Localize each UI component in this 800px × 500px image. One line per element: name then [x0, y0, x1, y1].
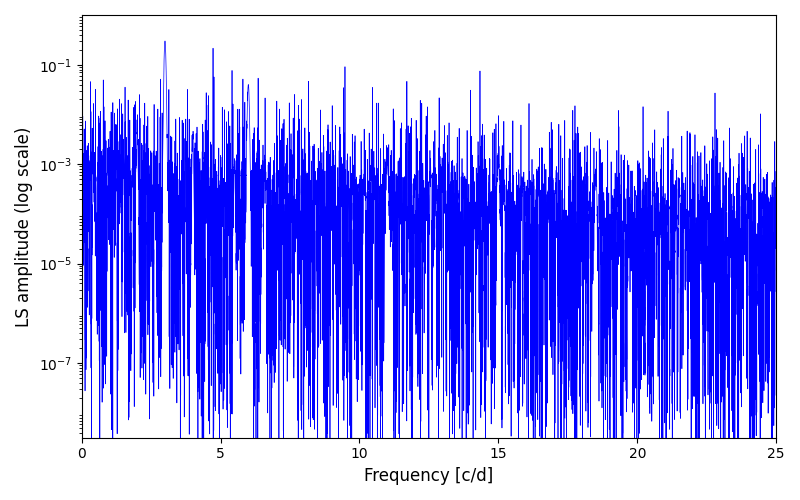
X-axis label: Frequency [c/d]: Frequency [c/d]: [364, 467, 494, 485]
Y-axis label: LS amplitude (log scale): LS amplitude (log scale): [15, 126, 33, 326]
